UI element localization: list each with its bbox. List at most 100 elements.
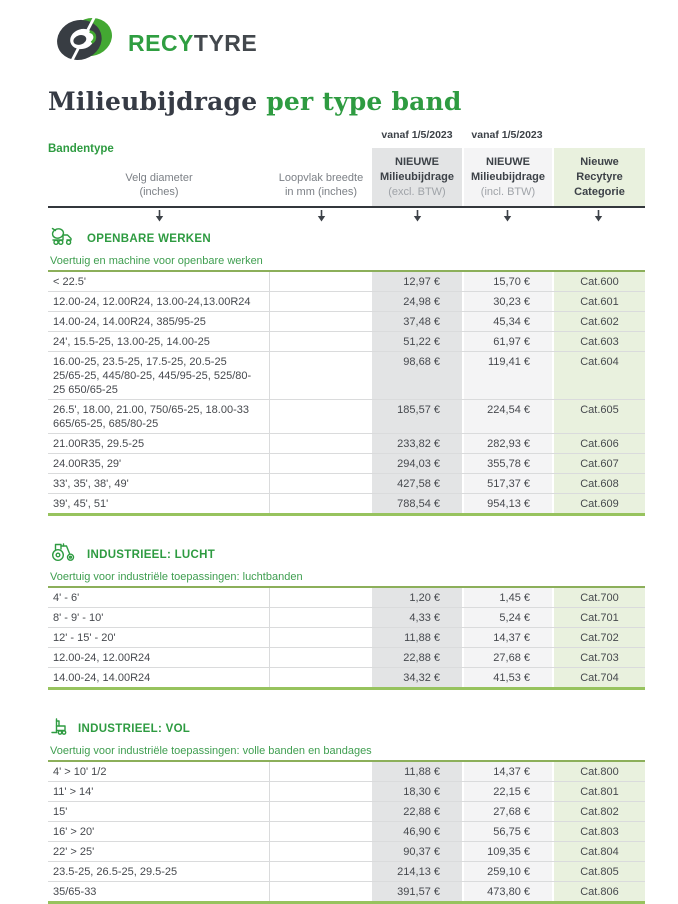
mixer-truck-icon bbox=[50, 226, 79, 251]
table-row: 14.00-24, 14.00R24, 385/95-25 37,48 €45,3… bbox=[48, 312, 645, 332]
page: RECYTYRE Milieubijdrage per type band Ba… bbox=[48, 12, 645, 904]
row-loopvlak-empty bbox=[270, 822, 372, 841]
row-loopvlak-empty bbox=[270, 762, 372, 781]
row-loopvlak-empty bbox=[270, 608, 372, 627]
price-table: 4' - 6' 1,20 €1,45 € Cat.700 8' - 9' - 10' 4… bbox=[48, 586, 645, 690]
row-category: Cat.607 bbox=[552, 454, 645, 473]
velg-diameter-label: Velg diameter (inches) bbox=[48, 171, 270, 206]
row-price-excl-btw: 294,03 € bbox=[372, 454, 462, 473]
row-loopvlak-empty bbox=[270, 272, 372, 291]
row-category: Cat.609 bbox=[552, 494, 645, 513]
row-loopvlak-empty bbox=[270, 474, 372, 493]
row-price-excl-btw: 22,88 € bbox=[372, 802, 462, 821]
row-price-incl-btw: 27,68 € bbox=[462, 648, 552, 667]
section-industrieel-vol: INDUSTRIEEL: VOL Voertuig voor industrië… bbox=[48, 716, 645, 904]
categorie-header-box: Nieuwe Recytyre Categorie bbox=[552, 148, 645, 206]
brand-name: RECYTYRE bbox=[128, 30, 257, 57]
row-tire-type: 8' - 9' - 10' bbox=[48, 608, 270, 627]
row-loopvlak-empty bbox=[270, 862, 372, 881]
row-price-incl-btw: 259,10 € bbox=[462, 862, 552, 881]
row-price-incl-btw: 517,37 € bbox=[462, 474, 552, 493]
row-tire-type: 14.00-24, 14.00R24, 385/95-25 bbox=[48, 312, 270, 331]
row-price-incl-btw: 473,80 € bbox=[462, 882, 552, 901]
row-tire-type: 16' > 20' bbox=[48, 822, 270, 841]
page-title-dark: Milieubijdrage bbox=[48, 87, 258, 116]
section-header: INDUSTRIEEL: VOL bbox=[50, 716, 645, 741]
row-price-incl-btw: 30,23 € bbox=[462, 292, 552, 311]
excl-header-box: NIEUWE Milieubijdrage (excl. BTW) bbox=[372, 148, 462, 206]
row-tire-type: 24', 15.5-25, 13.00-25, 14.00-25 bbox=[48, 332, 270, 351]
row-price-excl-btw: 37,48 € bbox=[372, 312, 462, 331]
row-category: Cat.701 bbox=[552, 608, 645, 627]
row-price-excl-btw: 22,88 € bbox=[372, 648, 462, 667]
incl-line2: Milieubijdrage bbox=[471, 170, 545, 183]
row-price-incl-btw: 282,93 € bbox=[462, 434, 552, 453]
column-header-excl: vanaf 1/5/2023 NIEUWE Milieubijdrage (ex… bbox=[372, 129, 462, 206]
row-tire-type: 16.00-25, 23.5-25, 17.5-25, 20.5-25 25/6… bbox=[48, 352, 270, 399]
row-tire-type: 39', 45', 51' bbox=[48, 494, 270, 513]
row-category: Cat.600 bbox=[552, 272, 645, 291]
table-row: 14.00-24, 14.00R24 34,32 €41,53 € Cat.704 bbox=[48, 668, 645, 687]
categorie-line1: Nieuwe bbox=[580, 155, 619, 168]
table-row: 39', 45', 51' 788,54 €954,13 € Cat.609 bbox=[48, 494, 645, 513]
table-row: < 22.5' 12,97 €15,70 € Cat.600 bbox=[48, 272, 645, 292]
row-category: Cat.700 bbox=[552, 588, 645, 607]
row-category: Cat.801 bbox=[552, 782, 645, 801]
row-category: Cat.802 bbox=[552, 802, 645, 821]
row-tire-type: 12.00-24, 12.00R24, 13.00-24,13.00R24 bbox=[48, 292, 270, 311]
row-price-excl-btw: 391,57 € bbox=[372, 882, 462, 901]
vanaf-date-incl: vanaf 1/5/2023 bbox=[471, 129, 543, 141]
row-tire-type: 4' - 6' bbox=[48, 588, 270, 607]
row-loopvlak-empty bbox=[270, 352, 372, 399]
row-category: Cat.803 bbox=[552, 822, 645, 841]
loopvlak-line2: in mm (inches) bbox=[284, 186, 358, 198]
row-price-excl-btw: 11,88 € bbox=[372, 628, 462, 647]
table-row: 16' > 20' 46,90 €56,75 € Cat.803 bbox=[48, 822, 645, 842]
row-category: Cat.703 bbox=[552, 648, 645, 667]
table-row: 22' > 25' 90,37 €109,35 € Cat.804 bbox=[48, 842, 645, 862]
row-price-incl-btw: 22,15 € bbox=[462, 782, 552, 801]
row-price-excl-btw: 11,88 € bbox=[372, 762, 462, 781]
table-row: 12.00-24, 12.00R24, 13.00-24,13.00R24 24,… bbox=[48, 292, 645, 312]
row-loopvlak-empty bbox=[270, 454, 372, 473]
row-category: Cat.603 bbox=[552, 332, 645, 351]
row-price-incl-btw: 5,24 € bbox=[462, 608, 552, 627]
row-price-incl-btw: 61,97 € bbox=[462, 332, 552, 351]
table-row: 12' - 15' - 20' 11,88 €14,37 € Cat.702 bbox=[48, 628, 645, 648]
column-header-categorie: Nieuwe Recytyre Categorie bbox=[552, 129, 645, 206]
column-arrows bbox=[48, 210, 645, 224]
row-loopvlak-empty bbox=[270, 588, 372, 607]
table-row: 26.5', 18.00, 21.00, 750/65-25, 18.00-33… bbox=[48, 400, 645, 434]
section-title: INDUSTRIEEL: LUCHT bbox=[87, 548, 216, 561]
row-loopvlak-empty bbox=[270, 400, 372, 433]
row-price-excl-btw: 233,82 € bbox=[372, 434, 462, 453]
row-tire-type: 23.5-25, 26.5-25, 29.5-25 bbox=[48, 862, 270, 881]
tractor-icon bbox=[50, 542, 79, 567]
table-row: 16.00-25, 23.5-25, 17.5-25, 20.5-25 25/6… bbox=[48, 352, 645, 400]
row-category: Cat.606 bbox=[552, 434, 645, 453]
row-loopvlak-empty bbox=[270, 494, 372, 513]
row-tire-type: 33', 35', 38', 49' bbox=[48, 474, 270, 493]
row-price-incl-btw: 224,54 € bbox=[462, 400, 552, 433]
row-price-excl-btw: 51,22 € bbox=[372, 332, 462, 351]
table-column-headers: Bandentype Velg diameter (inches) Loopvl… bbox=[48, 129, 645, 208]
excl-line3: (excl. BTW) bbox=[388, 185, 446, 198]
row-loopvlak-empty bbox=[270, 802, 372, 821]
table-row: 35/65-33 391,57 €473,80 € Cat.806 bbox=[48, 882, 645, 901]
section-industrieel-lucht: INDUSTRIEEL: LUCHT Voertuig voor industr… bbox=[48, 542, 645, 690]
row-price-incl-btw: 14,37 € bbox=[462, 762, 552, 781]
row-loopvlak-empty bbox=[270, 842, 372, 861]
row-tire-type: 35/65-33 bbox=[48, 882, 270, 901]
page-title-green: per type band bbox=[257, 87, 462, 116]
row-category: Cat.806 bbox=[552, 882, 645, 901]
velg-diameter-line2: (inches) bbox=[139, 186, 179, 198]
row-price-incl-btw: 119,41 € bbox=[462, 352, 552, 399]
row-price-incl-btw: 109,35 € bbox=[462, 842, 552, 861]
row-price-excl-btw: 90,37 € bbox=[372, 842, 462, 861]
row-price-incl-btw: 15,70 € bbox=[462, 272, 552, 291]
brand-logo: RECYTYRE bbox=[54, 12, 645, 71]
section-header: OPENBARE WERKEN bbox=[50, 226, 645, 251]
row-price-excl-btw: 4,33 € bbox=[372, 608, 462, 627]
section-subtitle: Voertuig voor industriële toepassingen: … bbox=[50, 745, 372, 757]
row-category: Cat.800 bbox=[552, 762, 645, 781]
